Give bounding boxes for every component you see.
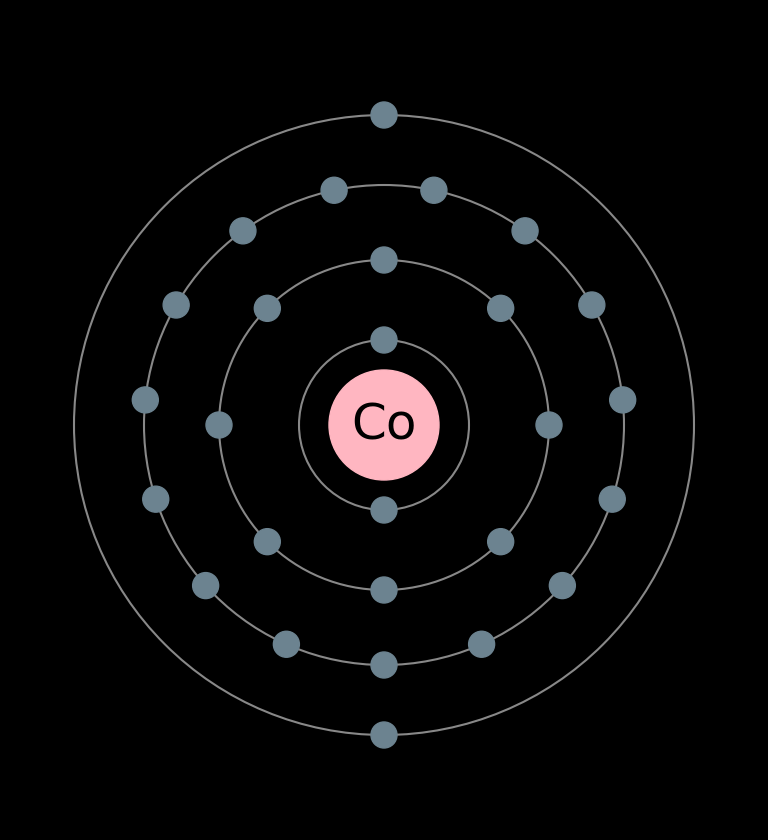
Circle shape xyxy=(193,573,219,599)
Circle shape xyxy=(421,177,447,203)
Circle shape xyxy=(610,387,636,413)
Circle shape xyxy=(371,722,397,748)
Circle shape xyxy=(143,486,169,512)
Circle shape xyxy=(163,292,189,318)
Circle shape xyxy=(549,573,575,599)
Circle shape xyxy=(488,528,514,554)
Circle shape xyxy=(230,218,256,244)
Circle shape xyxy=(371,497,397,523)
Circle shape xyxy=(599,486,625,512)
Circle shape xyxy=(488,296,514,322)
Text: Co: Co xyxy=(351,401,417,449)
Circle shape xyxy=(273,631,300,657)
Circle shape xyxy=(254,296,280,322)
Circle shape xyxy=(371,577,397,603)
Circle shape xyxy=(206,412,232,438)
Circle shape xyxy=(321,177,347,203)
Circle shape xyxy=(536,412,562,438)
Circle shape xyxy=(132,387,158,413)
Circle shape xyxy=(329,370,439,480)
Circle shape xyxy=(371,652,397,678)
Circle shape xyxy=(371,327,397,353)
Circle shape xyxy=(371,247,397,273)
Circle shape xyxy=(371,102,397,128)
Circle shape xyxy=(579,292,605,318)
Circle shape xyxy=(468,631,495,657)
Circle shape xyxy=(254,528,280,554)
Circle shape xyxy=(512,218,538,244)
